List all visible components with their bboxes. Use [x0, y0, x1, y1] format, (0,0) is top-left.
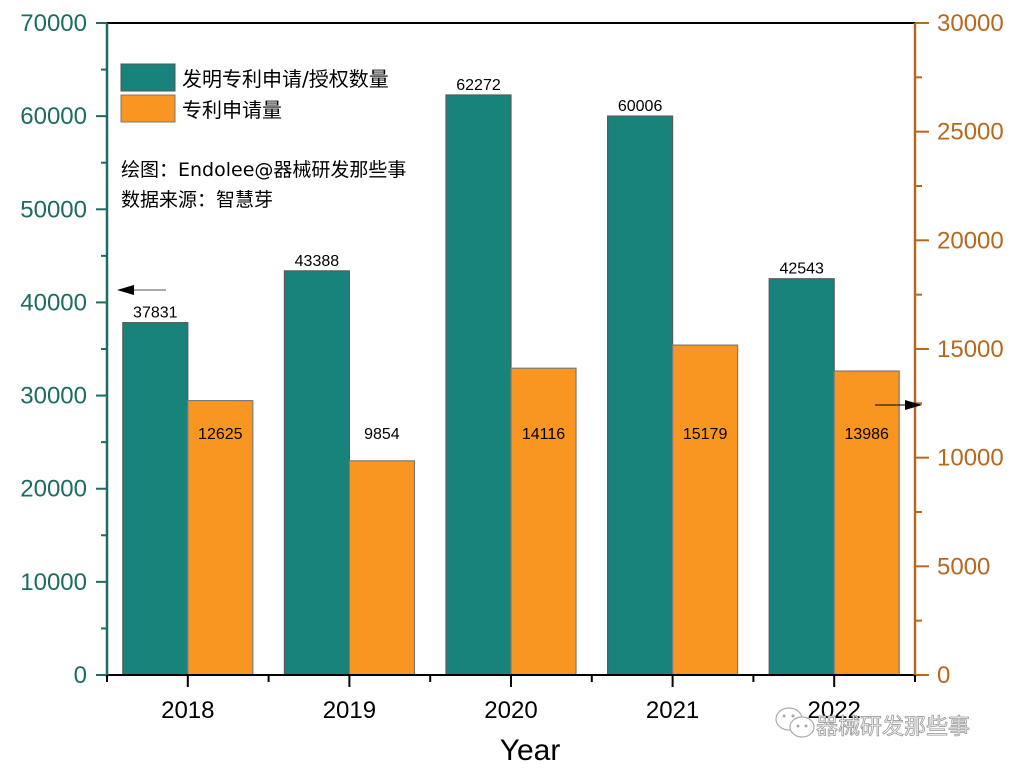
tick-labels: 0 10000 20000 30000 40000 50000 60000 70000 0 500… [20, 10, 1004, 724]
x-tick-label-2020: 2020 [484, 697, 537, 724]
wechat-icon [775, 707, 815, 738]
legend-swatch-invention [120, 63, 176, 92]
bar-invention-2018 [122, 322, 189, 676]
right-tick-label: 15000 [937, 336, 1004, 363]
left-tick-label: 40000 [20, 289, 87, 316]
bar-invention-2022 [768, 278, 835, 676]
bar-applications-2020 [510, 367, 577, 676]
data-label-invention-2019: 43388 [295, 253, 340, 270]
data-label-invention-2022: 42543 [779, 261, 824, 278]
legend-label-applications: 专利申请量 [182, 98, 282, 122]
data-label-applications-2022: 13986 [844, 426, 889, 443]
left-tick-label: 50000 [20, 196, 87, 223]
data-label-applications-2019: 9854 [364, 426, 400, 443]
left-tick-label: 0 [74, 662, 87, 689]
legend-swatch-applications [120, 94, 176, 123]
x-axis-title: Year [500, 734, 561, 767]
left-tick-label: 60000 [20, 103, 87, 130]
data-label-applications-2020: 14116 [522, 426, 565, 443]
data-label-invention-2021: 60006 [618, 98, 663, 115]
bar-invention-2021 [606, 115, 674, 676]
x-tick-label-2021: 2021 [646, 697, 699, 724]
right-tick-label: 20000 [937, 227, 1004, 254]
bar-applications-2018 [187, 400, 254, 676]
source-note: 数据来源：智慧芽 [121, 189, 273, 211]
watermark: 器械研发那些事 [775, 707, 970, 740]
bar-applications-2021 [671, 344, 739, 676]
axes [96, 22, 929, 687]
left-tick-label: 20000 [20, 476, 87, 503]
data-labels: 37831 12625 43388 9854 62272 14116 60006 15179 4… [133, 77, 889, 443]
left-tick-label: 10000 [20, 569, 87, 596]
bars [122, 94, 900, 676]
bar-invention-2019 [283, 270, 350, 676]
left-tick-label: 70000 [20, 10, 87, 37]
data-label-applications-2018: 12625 [198, 426, 243, 443]
right-tick-label: 0 [937, 662, 950, 689]
right-tick-label: 25000 [937, 119, 1004, 146]
credit-note: 绘图：Endolee@器械研发那些事 [121, 159, 406, 181]
bar-applications-2019 [348, 460, 415, 676]
x-tick-label-2018: 2018 [161, 697, 214, 724]
left-axis-arrow-icon [117, 285, 166, 295]
right-tick-label: 10000 [937, 445, 1004, 472]
legend-label-invention: 发明专利申请/授权数量 [182, 67, 389, 91]
watermark-text: 器械研发那些事 [816, 715, 970, 740]
data-label-applications-2021: 15179 [683, 426, 728, 443]
bar-invention-2020 [445, 94, 512, 676]
legend: 发明专利申请/授权数量 专利申请量 [120, 63, 389, 123]
x-tick-label-2022: 2022 [808, 697, 861, 724]
left-tick-label: 30000 [20, 383, 87, 410]
data-label-invention-2018: 37831 [133, 305, 178, 322]
right-tick-label: 5000 [937, 553, 990, 580]
x-tick-label-2019: 2019 [323, 697, 376, 724]
bar-applications-2022 [833, 370, 900, 676]
right-axis-arrow-icon [875, 400, 922, 410]
right-tick-label: 30000 [937, 10, 1004, 37]
data-label-invention-2020: 62272 [456, 77, 501, 94]
